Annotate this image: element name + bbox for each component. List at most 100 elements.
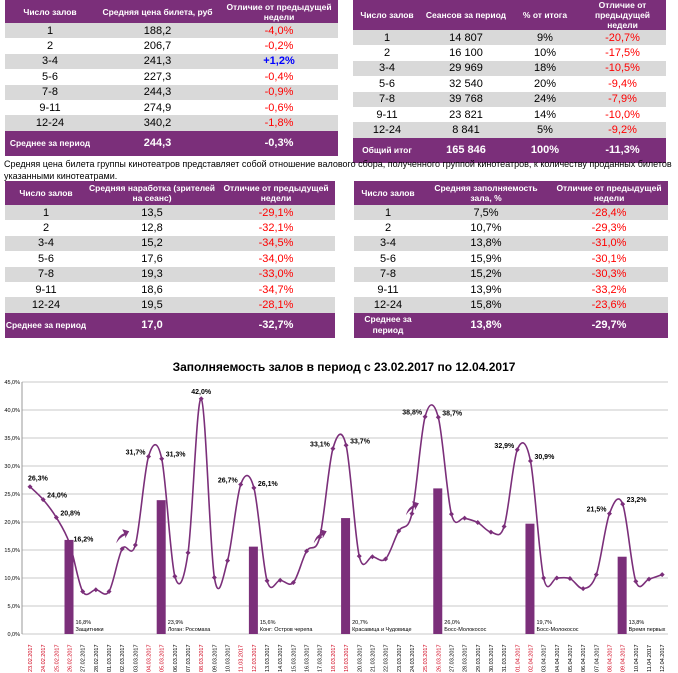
table-row: 5-6 15,9% -30,1%: [354, 251, 668, 266]
table-cell: 18%: [511, 60, 579, 77]
data-label: 16,2%: [74, 536, 95, 543]
bar-value-label: 13,8%: [629, 620, 645, 626]
data-label: 32,9%: [494, 443, 515, 450]
table-cell: +1,2%: [220, 53, 338, 70]
table-cell: 7-8: [354, 266, 422, 282]
table-cell: 14 807: [421, 30, 511, 46]
x-tick-label: 16.03.2017: [305, 644, 311, 672]
bar-value-label: 23,9%: [168, 620, 184, 626]
footer-cell: -11,3%: [579, 137, 666, 163]
avg-price-table: Число залов Средняя цена билета, руб Отлич…: [5, 0, 338, 156]
column-header: Число залов: [5, 181, 87, 205]
footer-cell: 13,8%: [422, 312, 550, 338]
line-marker: [646, 576, 652, 582]
table-cell: 5%: [511, 122, 579, 138]
line-marker: [554, 575, 560, 581]
x-tick-label: 21.03.2017: [370, 644, 376, 672]
bar: [64, 539, 74, 634]
line-marker: [369, 554, 375, 560]
line-marker: [251, 485, 257, 491]
line-marker: [501, 523, 507, 529]
table-cell: 2: [383, 47, 391, 60]
occupancy-line: [29, 397, 663, 596]
x-tick-label: 11.03.2017: [239, 645, 245, 672]
table-cell: 2: [46, 40, 54, 53]
line-marker: [290, 579, 296, 585]
data-label: 42,0%: [191, 389, 212, 396]
bar-film-label: Босс-Молокосос: [536, 627, 578, 633]
table-footer-row: Среднее за период 13,8% -29,7%: [354, 312, 668, 338]
table-cell: -9,4%: [608, 77, 637, 90]
table-row: 9-11 23 821 14% -10,0%: [353, 107, 666, 122]
table-cell: -23,6%: [550, 297, 668, 313]
table-cell: -28,4%: [550, 205, 668, 221]
table-row: 12-24 15,8% -23,6%: [354, 297, 668, 313]
footer-cell: -0,3%: [220, 130, 338, 156]
bar-value-label: 19,7%: [536, 620, 552, 626]
line-marker: [198, 396, 204, 402]
line-marker: [383, 556, 389, 562]
table-cell: -10,5%: [579, 60, 666, 77]
y-tick-label: 0,0%: [7, 632, 20, 638]
x-tick-label: 06.03.2017: [173, 644, 179, 672]
table-cell: -20,7%: [579, 30, 666, 46]
y-tick-label: 20,0%: [4, 520, 20, 526]
table-cell: 340,2: [95, 115, 220, 131]
line-marker: [435, 414, 441, 420]
bar: [525, 523, 535, 634]
occupancy-chart: Заполняемость залов в период с 23.02.201…: [4, 360, 668, 672]
x-tick-label: 03.04.2017: [542, 644, 548, 672]
table-row: 7-8 244,3 -0,9%: [5, 84, 338, 100]
table-cell: 5-6: [380, 252, 396, 265]
table-row: 3-4 13,8% -31,0%: [354, 235, 668, 252]
table-cell: -33,0%: [217, 266, 335, 282]
table-cell: -4,0%: [220, 23, 338, 39]
column-header: Отличие от предыдущей недели: [220, 0, 338, 23]
table-row: 2 10,7% -29,3%: [354, 220, 668, 235]
chart-title: Заполняемость залов в период с 23.02.201…: [173, 360, 516, 374]
table-cell: 206,7: [143, 40, 172, 53]
data-label: 23,2%: [627, 497, 648, 504]
x-tick-label: 14.03.2017: [278, 644, 284, 672]
line-marker: [80, 588, 86, 594]
x-tick-label: 30.03.2017: [489, 644, 495, 672]
table-cell: 3-4: [354, 235, 422, 252]
x-tick-label: 02.04.2017: [528, 644, 534, 672]
bar: [156, 500, 166, 634]
x-tick-label: 04.03.2017: [147, 644, 153, 672]
data-label: 31,3%: [166, 452, 187, 459]
price-footnote: Средняя цена билета группы кинотеатров п…: [4, 159, 672, 181]
bar: [341, 518, 351, 634]
table-row: 12-24 340,2 -1,8%: [5, 115, 338, 131]
footer-cell: -29,7%: [550, 312, 668, 338]
table-cell: 241,3: [95, 53, 220, 70]
table-row: 2 206,7 -0,2%: [5, 38, 338, 53]
footer-cell: Среднее за период: [354, 312, 422, 338]
table-cell: -1,8%: [220, 115, 338, 131]
x-tick-label: 05.03.2017: [160, 644, 166, 672]
column-header: % от итога: [511, 0, 579, 30]
table-cell: 5-6: [379, 77, 395, 90]
column-header: Средняя наработка (зрителей на сеанс): [87, 181, 217, 205]
table-cell: 12,8: [141, 222, 163, 235]
table-row: 2 12,8 -32,1%: [5, 220, 335, 235]
table-cell: -30,3%: [550, 266, 668, 282]
bar-value-label: 20,7%: [352, 620, 368, 626]
table-cell: -31,0%: [550, 235, 668, 252]
x-tick-label: 12.03.2017: [252, 644, 258, 672]
y-tick-label: 5,0%: [7, 604, 20, 610]
line-marker: [514, 447, 520, 453]
table-cell: -17,5%: [605, 47, 640, 60]
table-cell: -33,2%: [591, 283, 627, 296]
trend-arrow-icon: [405, 501, 419, 516]
table-row: 1 14 807 9% -20,7%: [353, 30, 666, 46]
table-row: 12-24 8 841 5% -9,2%: [353, 122, 666, 138]
line-marker: [475, 520, 481, 526]
table-cell: 1: [353, 30, 421, 46]
table-cell: 10%: [533, 47, 557, 60]
x-tick-label: 23.02.2017: [28, 644, 34, 672]
table-cell: -0,9%: [220, 84, 338, 100]
line-marker: [448, 511, 454, 517]
x-tick-label: 19.03.2017: [344, 644, 350, 672]
line-marker: [422, 414, 428, 420]
